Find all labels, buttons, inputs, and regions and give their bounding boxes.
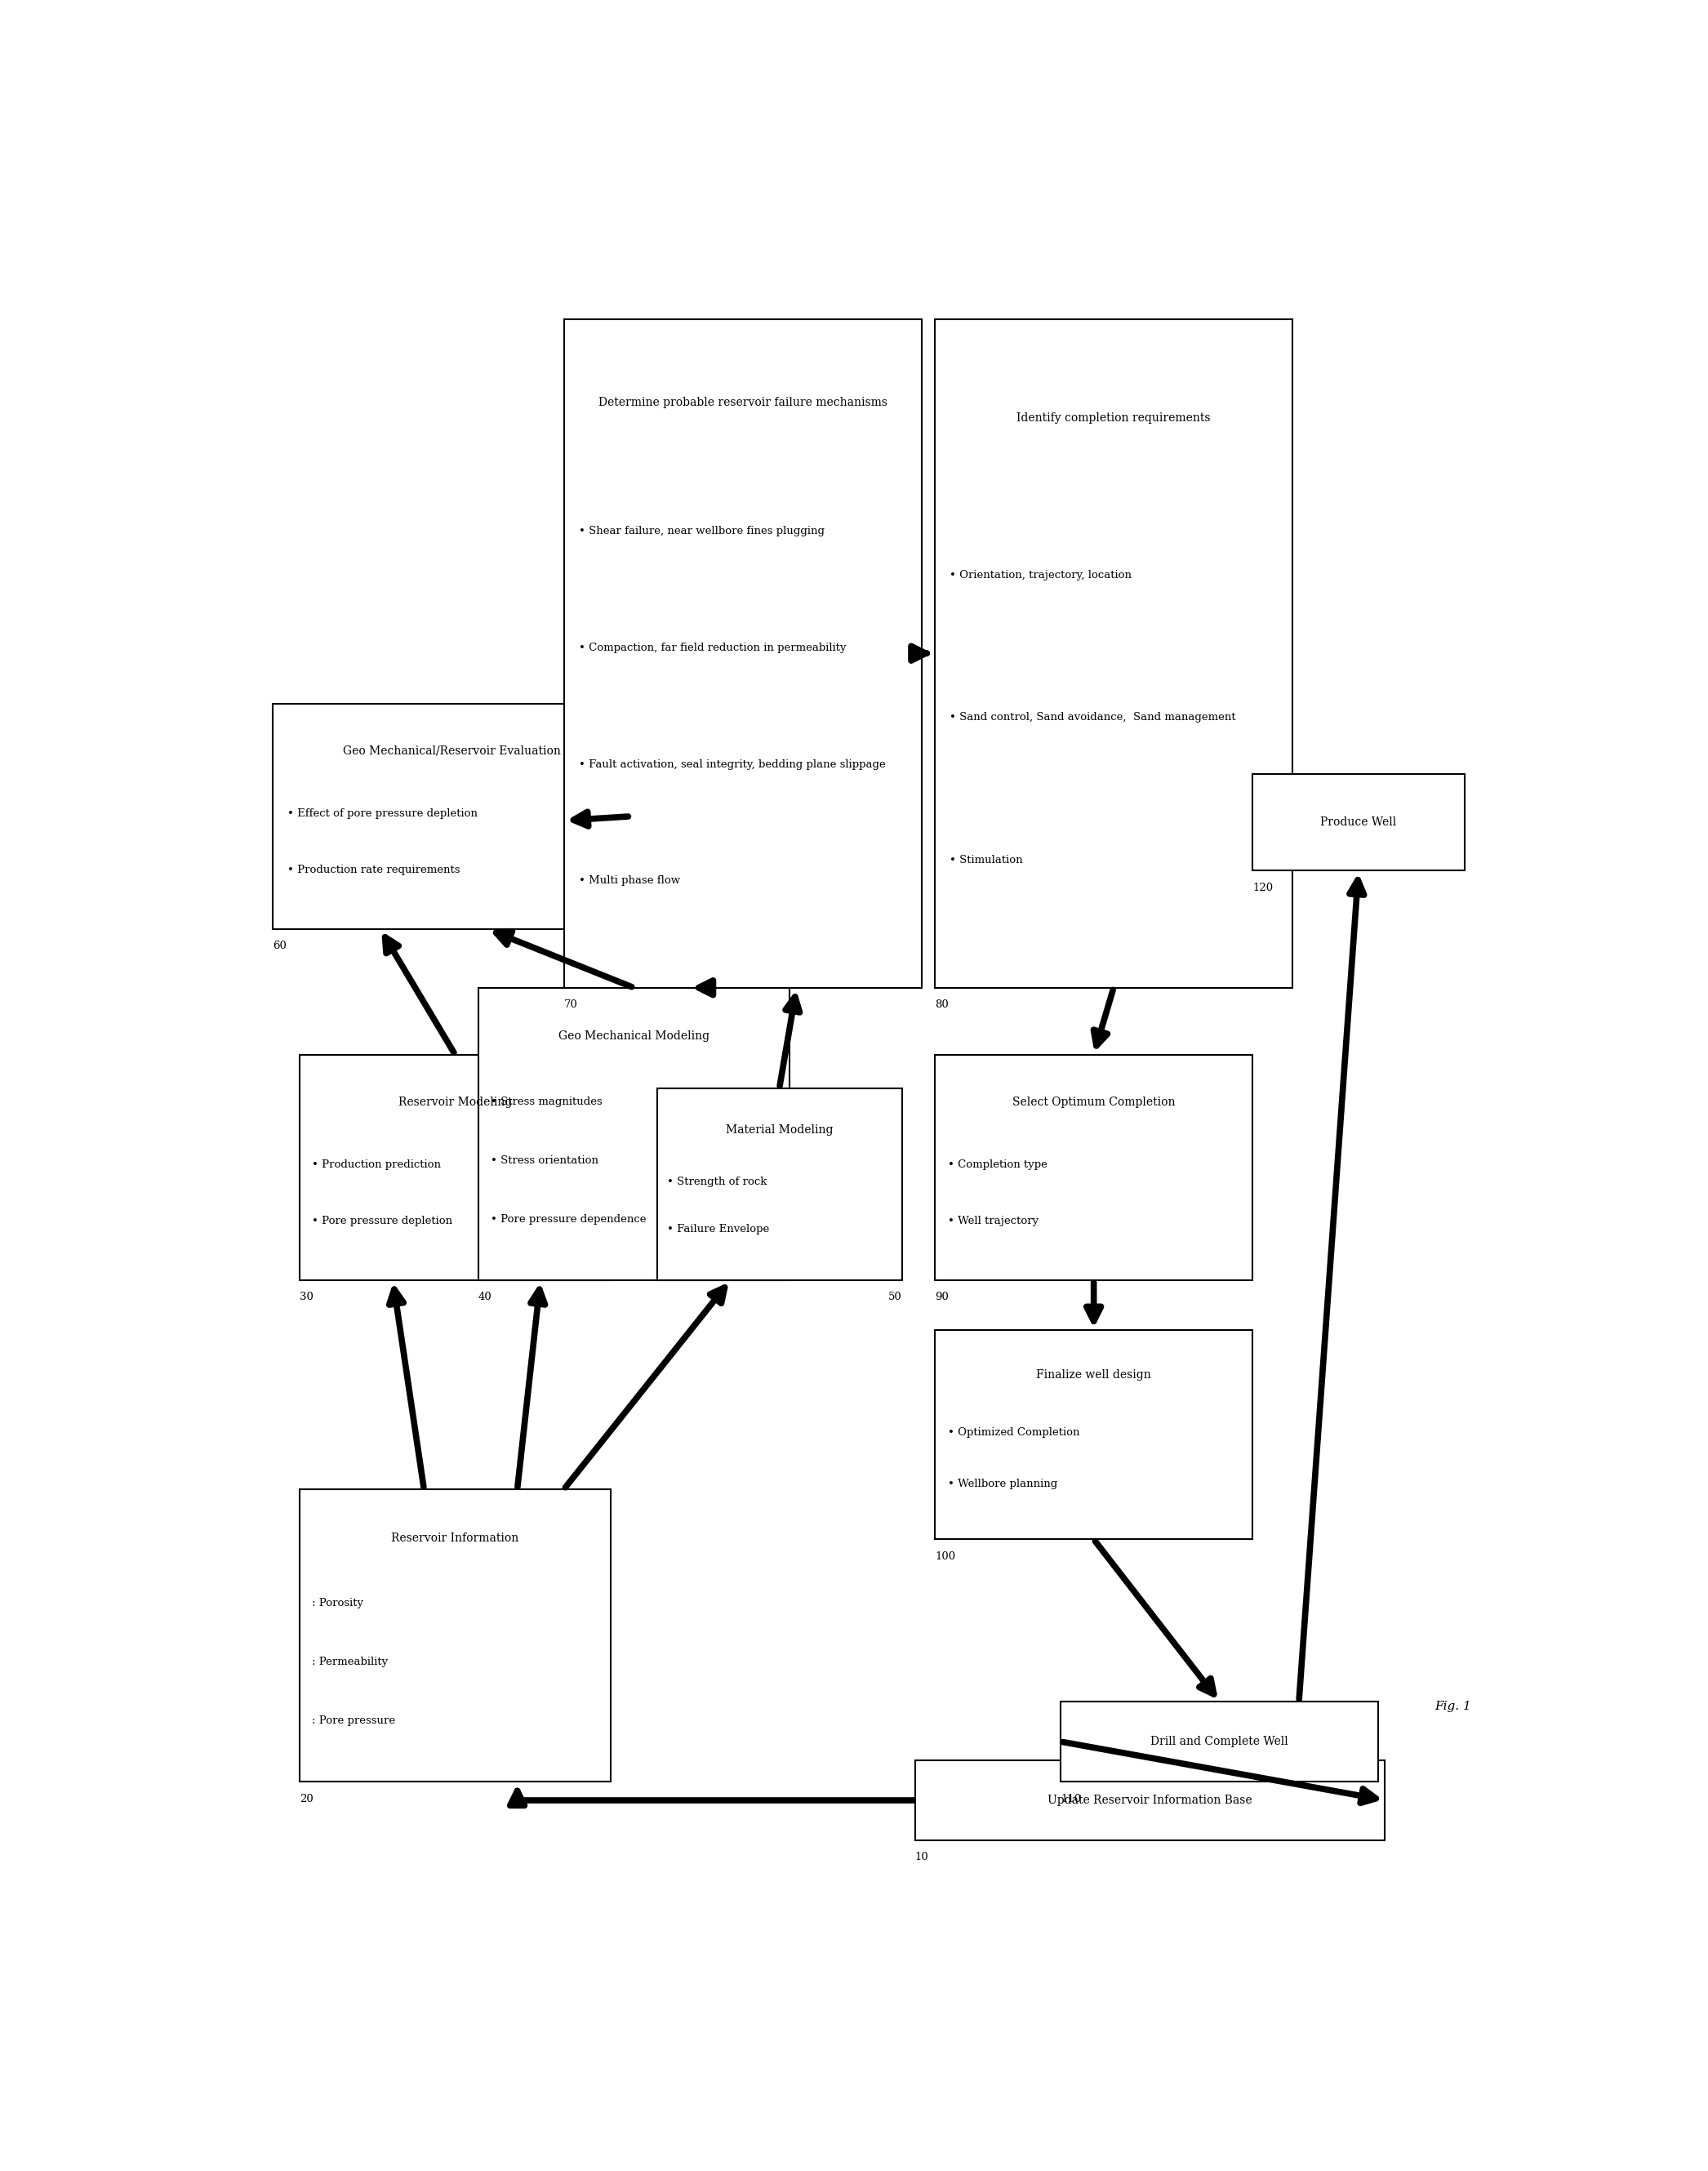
Text: Material Modeling: Material Modeling	[726, 1125, 834, 1135]
FancyBboxPatch shape	[478, 988, 789, 1281]
FancyBboxPatch shape	[934, 1055, 1252, 1281]
Text: • Completion type: • Completion type	[948, 1159, 1047, 1170]
Text: • Multi phase flow: • Multi phase flow	[579, 875, 680, 886]
Text: Fig. 1: Fig. 1	[1435, 1700, 1471, 1713]
Text: Reservoir Information: Reservoir Information	[391, 1533, 519, 1544]
FancyBboxPatch shape	[299, 1489, 611, 1782]
Text: Geo Mechanical Modeling: Geo Mechanical Modeling	[559, 1031, 709, 1042]
FancyBboxPatch shape	[658, 1088, 902, 1281]
Text: : Permeability: : Permeability	[313, 1656, 388, 1667]
Text: Finalize well design: Finalize well design	[1037, 1370, 1151, 1381]
Text: 100: 100	[934, 1550, 955, 1561]
Text: Reservoir Modeling: Reservoir Modeling	[398, 1096, 512, 1107]
Text: • Pore pressure depletion: • Pore pressure depletion	[313, 1216, 453, 1227]
Text: • Effect of pore pressure depletion: • Effect of pore pressure depletion	[287, 808, 478, 818]
Text: 70: 70	[564, 999, 577, 1010]
Text: • Compaction, far field reduction in permeability: • Compaction, far field reduction in per…	[579, 643, 845, 653]
Text: 30: 30	[299, 1292, 313, 1303]
Text: 40: 40	[478, 1292, 492, 1303]
Text: • Orientation, trajectory, location: • Orientation, trajectory, location	[950, 569, 1131, 580]
Text: • Shear failure, near wellbore fines plugging: • Shear failure, near wellbore fines plu…	[579, 525, 825, 536]
Text: • Stress orientation: • Stress orientation	[490, 1155, 598, 1166]
Text: • Production prediction: • Production prediction	[313, 1159, 441, 1170]
FancyBboxPatch shape	[934, 1331, 1252, 1539]
Text: 60: 60	[273, 940, 287, 951]
FancyBboxPatch shape	[299, 1055, 611, 1281]
Text: Drill and Complete Well: Drill and Complete Well	[1151, 1737, 1288, 1748]
Text: 20: 20	[299, 1793, 313, 1804]
FancyBboxPatch shape	[564, 319, 922, 988]
Text: : Pore pressure: : Pore pressure	[313, 1715, 395, 1726]
Text: Identify completion requirements: Identify completion requirements	[1016, 412, 1211, 423]
FancyBboxPatch shape	[1252, 773, 1464, 871]
Text: • Sand control, Sand avoidance,  Sand management: • Sand control, Sand avoidance, Sand man…	[950, 712, 1235, 723]
Text: Produce Well: Produce Well	[1320, 816, 1397, 827]
Text: • Fault activation, seal integrity, bedding plane slippage: • Fault activation, seal integrity, bedd…	[579, 760, 885, 769]
Text: 110: 110	[1061, 1793, 1081, 1804]
Text: 80: 80	[934, 999, 948, 1010]
Text: • Failure Envelope: • Failure Envelope	[666, 1224, 769, 1235]
Text: • Stress magnitudes: • Stress magnitudes	[490, 1096, 603, 1107]
Text: 10: 10	[915, 1852, 929, 1863]
Text: Geo Mechanical/Reservoir Evaluation: Geo Mechanical/Reservoir Evaluation	[343, 745, 560, 758]
Text: • Production rate requirements: • Production rate requirements	[287, 864, 459, 875]
Text: 50: 50	[888, 1292, 902, 1303]
Text: • Stimulation: • Stimulation	[950, 855, 1023, 866]
FancyBboxPatch shape	[934, 319, 1293, 988]
Text: • Pore pressure dependence: • Pore pressure dependence	[490, 1214, 646, 1224]
Text: : Porosity: : Porosity	[313, 1598, 364, 1609]
FancyBboxPatch shape	[915, 1761, 1385, 1841]
Text: Update Reservoir Information Base: Update Reservoir Information Base	[1047, 1795, 1252, 1806]
Text: • Well trajectory: • Well trajectory	[948, 1216, 1038, 1227]
Text: • Optimized Completion: • Optimized Completion	[948, 1426, 1079, 1437]
Text: • Strength of rock: • Strength of rock	[666, 1177, 767, 1188]
Text: 120: 120	[1252, 881, 1272, 892]
Text: 90: 90	[934, 1292, 948, 1303]
Text: Determine probable reservoir failure mechanisms: Determine probable reservoir failure mec…	[598, 397, 888, 408]
Text: • Wellbore planning: • Wellbore planning	[948, 1478, 1057, 1489]
FancyBboxPatch shape	[273, 703, 630, 929]
FancyBboxPatch shape	[1061, 1702, 1378, 1782]
Text: Select Optimum Completion: Select Optimum Completion	[1013, 1096, 1175, 1107]
